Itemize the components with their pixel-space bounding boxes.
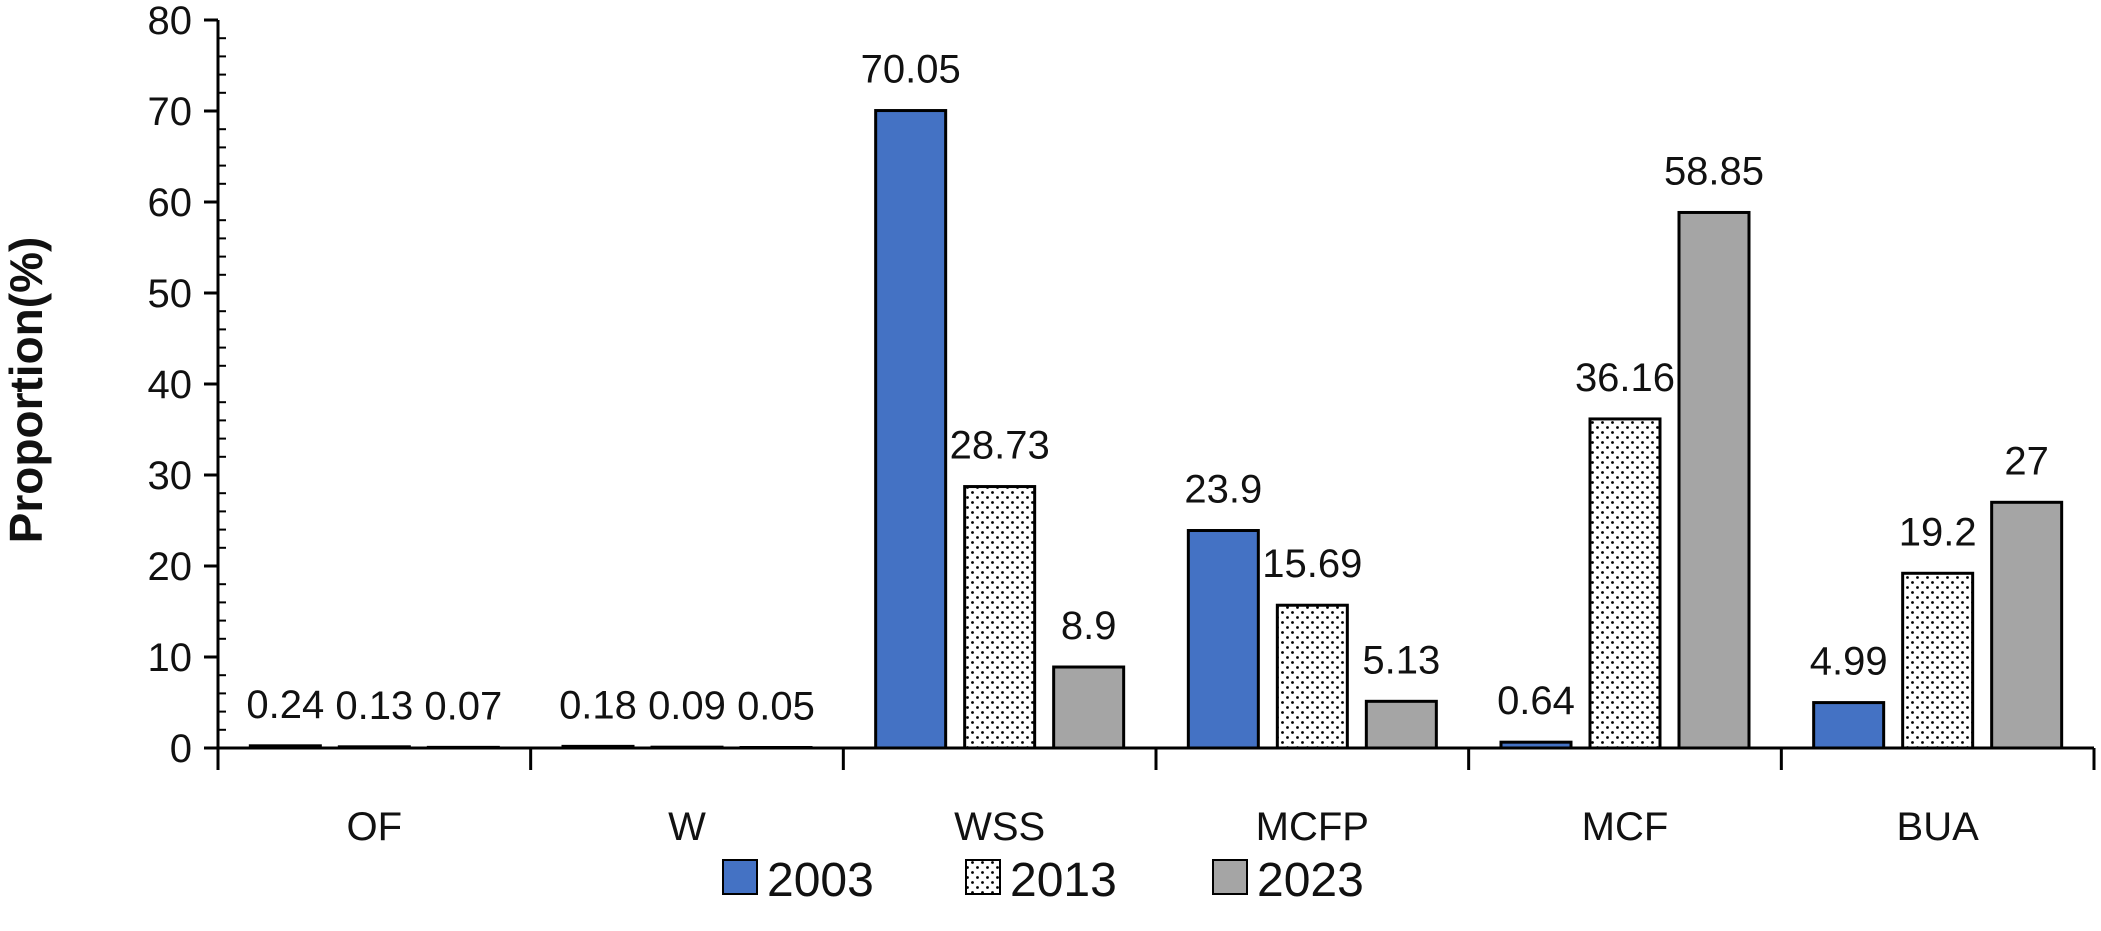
data-label: 70.05 [861, 48, 961, 92]
y-axis-title: Proportion(%) [0, 237, 52, 544]
bar [1990, 500, 2064, 750]
data-label: 0.64 [1497, 679, 1575, 723]
legend-swatch [1212, 859, 1248, 895]
data-label: 5.13 [1362, 638, 1440, 682]
bar [1364, 699, 1438, 750]
data-label: 36.16 [1575, 356, 1675, 400]
data-label: 0.07 [424, 684, 502, 728]
bar [650, 745, 724, 750]
y-tick-label: 30 [148, 454, 193, 498]
bar [1812, 701, 1886, 750]
data-label: 0.13 [335, 684, 413, 728]
bar [1499, 740, 1573, 750]
y-tick-label: 20 [148, 545, 193, 589]
legend-swatch [965, 859, 1001, 895]
x-axis: OF W WSS MCFP MCF BUA [216, 746, 2096, 849]
data-label: 19.2 [1899, 510, 1977, 554]
x-tick-label: BUA [1897, 805, 1980, 849]
y-tick-label: 70 [148, 90, 193, 134]
bar [739, 746, 813, 750]
bar [1186, 529, 1260, 750]
y-tick-label: 40 [148, 363, 193, 407]
data-label: 23.9 [1184, 468, 1262, 512]
data-label: 28.73 [950, 424, 1050, 468]
data-label: 8.9 [1061, 604, 1117, 648]
bar [426, 745, 500, 750]
data-label: 0.09 [648, 684, 726, 728]
y-tick-label: 10 [148, 636, 193, 680]
legend: 2003 2013 2023 [722, 854, 1364, 907]
x-tick-label: W [668, 805, 706, 849]
y-axis: 0 10 20 30 40 50 60 70 80 [148, 0, 226, 771]
data-label: 4.99 [1810, 640, 1888, 684]
data-label: 27 [2004, 439, 2049, 483]
bar [1901, 571, 1975, 750]
legend-label: 2013 [1010, 854, 1117, 907]
legend-swatch [722, 859, 758, 895]
bar [1275, 603, 1349, 750]
x-tick-label: MCFP [1256, 805, 1369, 849]
bar [874, 109, 948, 750]
x-tick-label: MCF [1582, 805, 1669, 849]
data-label: 0.05 [737, 685, 815, 729]
legend-label: 2023 [1257, 854, 1364, 907]
bar [1588, 417, 1662, 750]
data-label: 15.69 [1262, 542, 1362, 586]
x-tick-label: OF [347, 805, 403, 849]
y-tick-label: 50 [148, 272, 193, 316]
bar [561, 744, 635, 750]
x-tick-label: WSS [954, 805, 1045, 849]
y-tick-label: 60 [148, 181, 193, 225]
bar [337, 745, 411, 750]
data-label: 0.18 [559, 683, 637, 727]
data-label: 58.85 [1664, 149, 1764, 193]
y-tick-label: 80 [148, 0, 193, 43]
bar [963, 485, 1037, 750]
bar [1052, 665, 1126, 750]
bar [1677, 210, 1751, 750]
bars: 0.24 0.13 0.07 0.18 0.09 0.05 70.05 28.73 8.9 23.… [246, 48, 2064, 750]
bar [248, 744, 322, 750]
legend-label: 2003 [767, 854, 874, 907]
y-tick-label: 0 [170, 727, 192, 771]
data-label: 0.24 [246, 683, 324, 727]
